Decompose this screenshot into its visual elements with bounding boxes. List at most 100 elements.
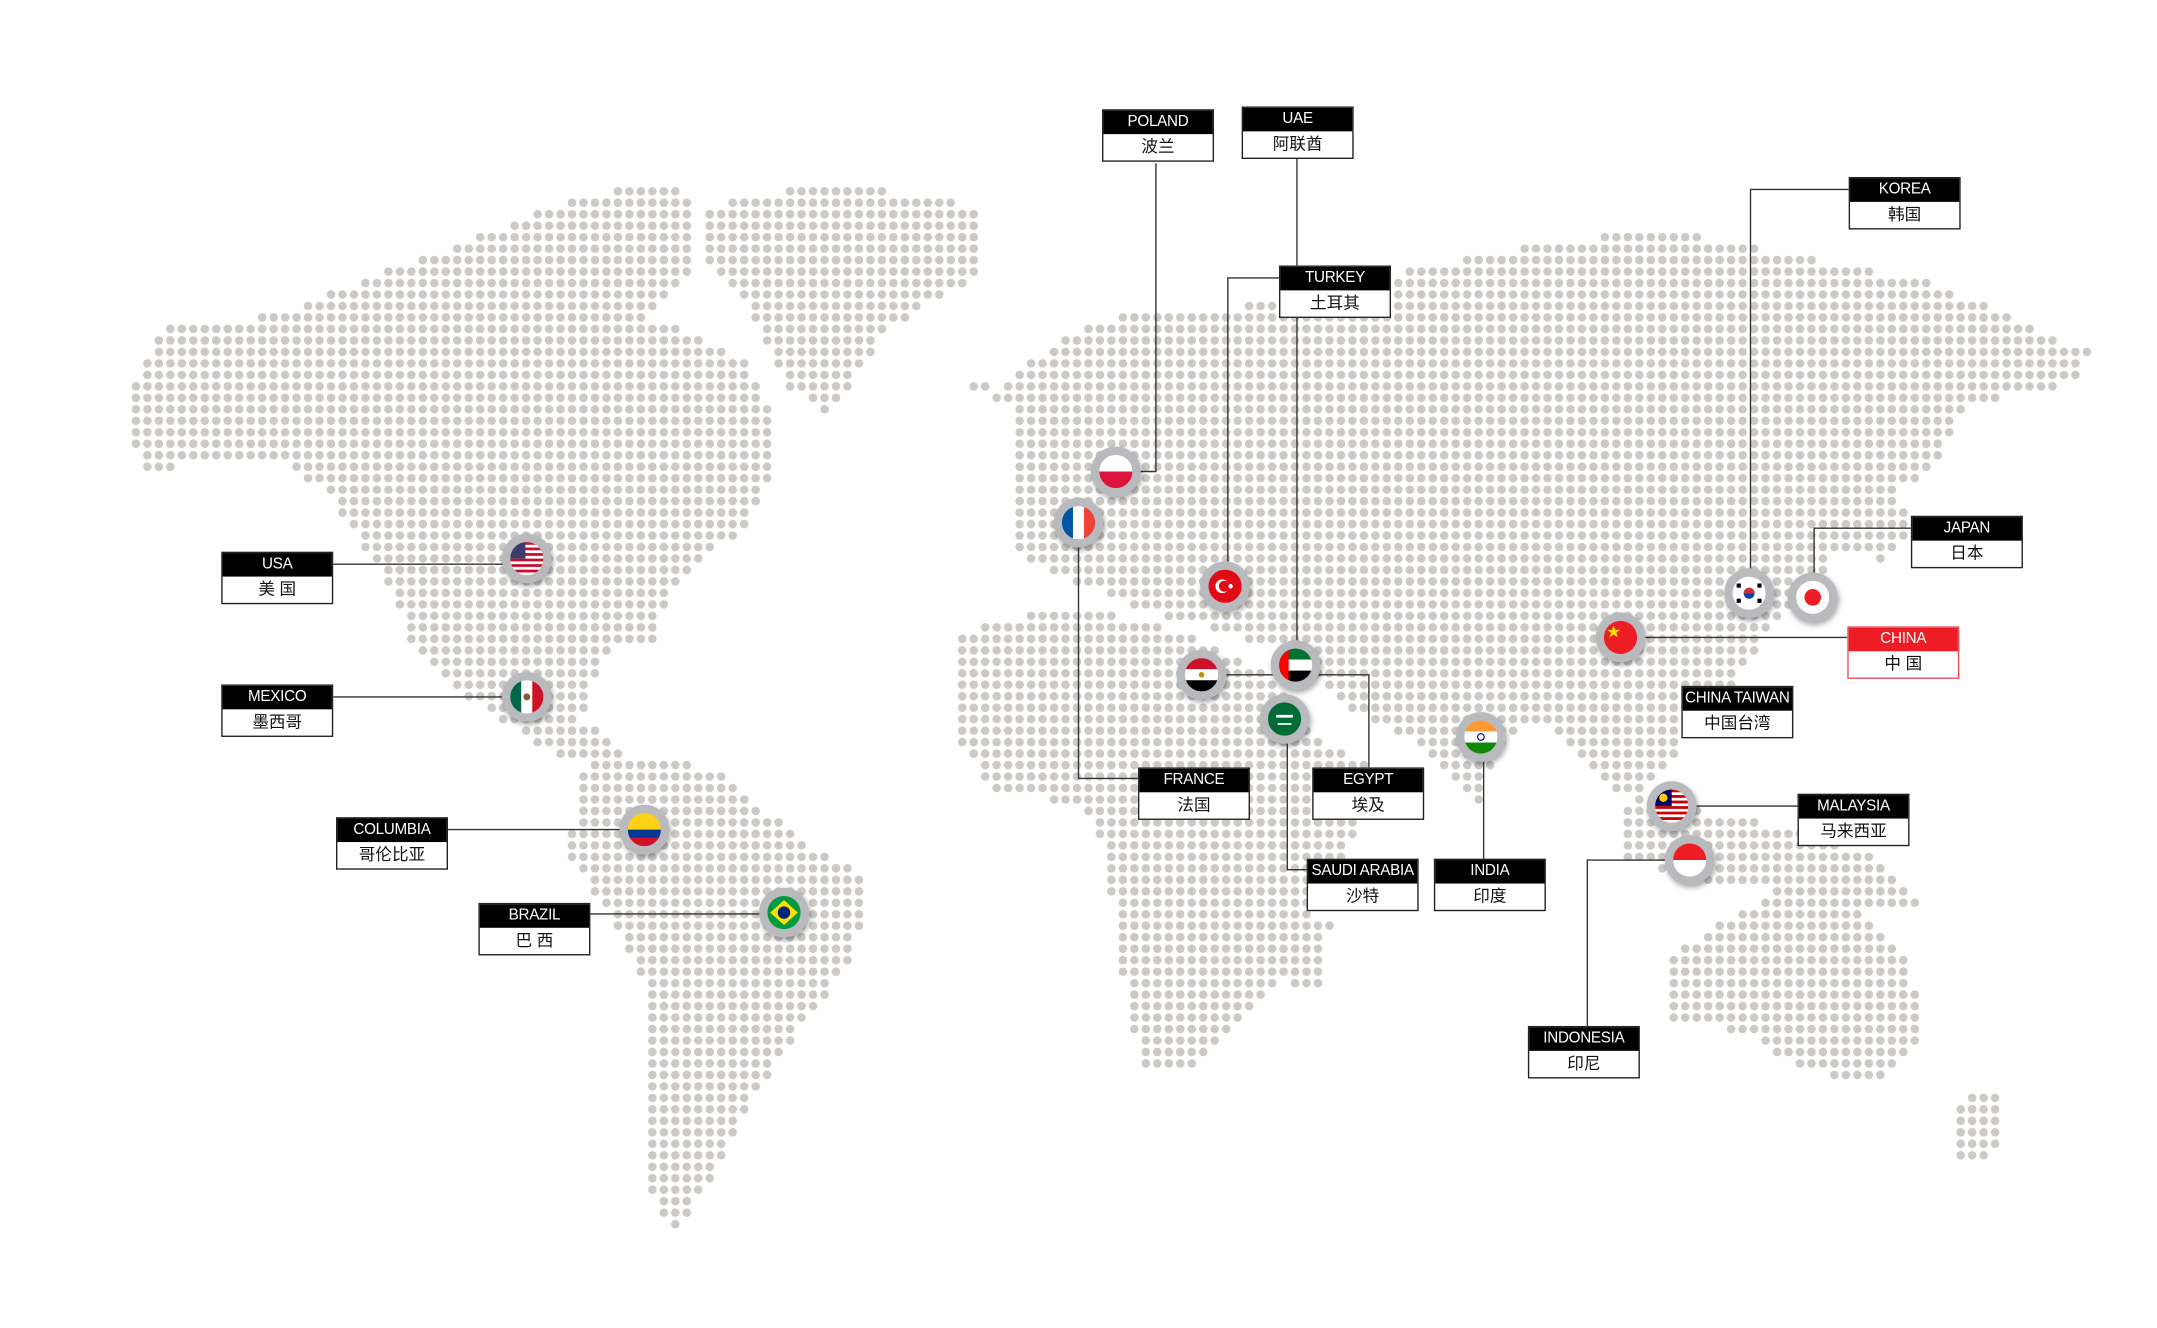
map-dot — [452, 462, 462, 471]
map-dot — [1279, 749, 1288, 758]
map-dot — [1187, 370, 1197, 380]
map-dot — [1187, 393, 1197, 403]
map-dot — [211, 439, 221, 448]
map-dot — [785, 359, 795, 368]
map-dot — [957, 668, 967, 678]
map-dot — [452, 359, 462, 368]
map-dot — [1485, 588, 1495, 598]
map-dot — [1933, 450, 1943, 460]
map-dot — [1394, 347, 1403, 357]
map-dot — [1416, 703, 1426, 712]
map-dot — [716, 519, 726, 529]
map-dot — [1692, 600, 1701, 609]
map-dot — [831, 221, 841, 230]
map-dot — [636, 496, 646, 506]
map-dot — [1290, 577, 1300, 586]
map-dot — [1921, 427, 1931, 437]
map-dot — [1646, 382, 1656, 391]
map-dot — [1657, 244, 1667, 253]
map-dot — [1107, 542, 1116, 552]
map-dot — [1818, 267, 1828, 276]
map-dot — [1566, 382, 1575, 391]
map-dot — [625, 347, 634, 357]
map-dot — [556, 588, 565, 598]
map-dot — [579, 313, 588, 322]
map-dot — [1680, 336, 1690, 345]
map-dot — [682, 508, 692, 517]
map-dot — [602, 359, 611, 368]
map-dot — [1531, 657, 1541, 667]
map-dot — [1026, 416, 1036, 426]
map-dot — [234, 427, 244, 437]
map-dot — [739, 232, 749, 242]
map-dot — [1692, 404, 1701, 414]
map-dot — [1726, 485, 1736, 494]
map-dot — [1899, 450, 1908, 460]
map-dot — [1187, 588, 1197, 598]
map-dot — [1428, 726, 1438, 735]
map-dot — [1279, 324, 1288, 334]
map-dot — [1164, 531, 1174, 540]
map-dot — [1910, 359, 1920, 368]
map-dot — [1187, 313, 1197, 322]
map-dot — [1864, 519, 1874, 529]
map-dot — [1841, 439, 1851, 448]
map-dot — [1589, 565, 1598, 575]
map-dot — [1153, 485, 1162, 494]
map-dot — [1577, 703, 1587, 712]
map-dot — [1325, 427, 1334, 437]
map-dot — [1612, 393, 1621, 403]
map-dot — [1531, 542, 1541, 552]
map-dot — [1279, 760, 1288, 770]
map-dot — [1359, 473, 1369, 483]
map-dot — [556, 737, 565, 747]
map-dot — [613, 600, 623, 609]
map-dot — [1646, 737, 1656, 747]
map-dot — [498, 232, 508, 242]
map-dot — [361, 278, 370, 288]
map-dot — [1543, 290, 1552, 299]
map-dot — [980, 634, 990, 644]
map-dot — [1635, 301, 1644, 311]
map-dot — [544, 290, 554, 299]
map-dot — [682, 542, 692, 552]
map-dot — [1267, 485, 1277, 494]
map-dot — [1474, 565, 1483, 575]
map-dot — [1485, 404, 1495, 414]
map-dot — [1749, 416, 1759, 426]
map-dot — [1462, 703, 1472, 712]
map-dot — [1290, 439, 1300, 448]
map-dot — [1279, 600, 1288, 609]
map-dot — [1405, 485, 1415, 494]
map-dot — [1003, 393, 1013, 403]
map-dot — [854, 336, 864, 345]
map-dot — [1061, 714, 1070, 724]
map-dot — [556, 450, 565, 460]
map-dot — [1577, 290, 1587, 299]
map-dot — [303, 313, 313, 322]
map-dot — [602, 313, 611, 322]
map-dot — [1749, 359, 1759, 368]
map-dot — [1153, 347, 1162, 357]
map-dot — [1600, 324, 1610, 334]
map-dot — [1038, 668, 1047, 678]
map-dot — [1726, 645, 1736, 655]
map-dot — [2002, 336, 2011, 345]
map-dot — [1669, 645, 1679, 655]
map-dot — [1600, 370, 1610, 380]
map-dot — [1416, 554, 1426, 563]
map-dot — [1348, 623, 1357, 632]
map-dot — [1141, 703, 1151, 712]
map-dot — [1646, 485, 1656, 494]
map-dot — [1003, 634, 1013, 644]
map-dot — [1680, 416, 1690, 426]
map-dot — [843, 221, 852, 230]
map-dot — [1439, 542, 1449, 552]
map-dot — [1703, 462, 1713, 471]
map-dot — [1084, 668, 1093, 678]
map-dot — [1531, 347, 1541, 357]
map-dot — [441, 485, 451, 494]
map-dot — [1428, 404, 1438, 414]
map-dot — [728, 416, 737, 426]
map-dot — [1520, 611, 1529, 621]
